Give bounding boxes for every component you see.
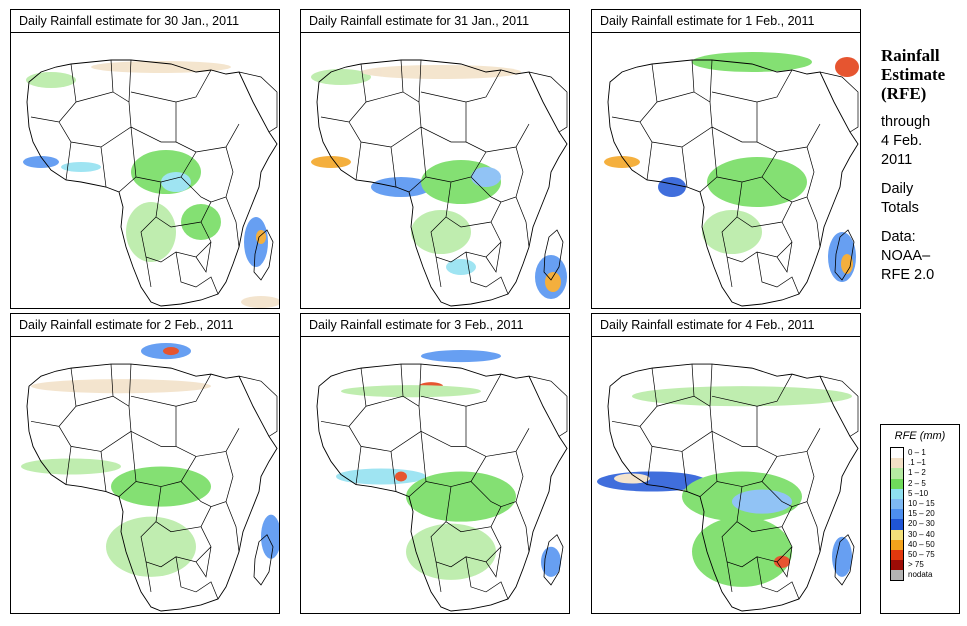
sidebar-date-line2: 2011 [881,152,913,168]
legend-entry: 1 – 2 [890,468,926,479]
legend-label: 5 –10 [908,488,929,498]
panel-title: Daily Rainfall estimate for 3 Feb., 2011 [301,314,569,337]
sidebar-date-line1: 4 Feb. [881,133,923,149]
map-area [592,32,860,308]
sidebar-through-label: through [881,114,931,130]
legend-label: 50 – 75 [908,549,935,559]
legend-entry: 2 – 5 [890,478,926,489]
panel-title: Daily Rainfall estimate for 1 Feb., 2011 [592,10,860,33]
africa-map [597,363,859,612]
legend-entry: 30 – 40 [890,529,935,540]
panel-title: Daily Rainfall estimate for 2 Feb., 2011 [11,314,279,337]
legend-label: nodata [908,570,933,580]
map-area [11,32,279,308]
rainfall-map-panel-4-feb: Daily Rainfall estimate for 4 Feb., 2011 [591,313,861,614]
legend-swatch [890,448,904,459]
legend-swatch [890,539,904,550]
rainfall-map-panel-30-jan: Daily Rainfall estimate for 30 Jan., 201… [10,9,280,309]
legend-entry: nodata [890,570,932,581]
legend-entry: 50 – 75 [890,549,935,561]
legend-entry: 20 – 30 [890,519,935,530]
sidebar-source-line1: NOAA– [881,248,931,264]
legend-label: 20 – 30 [908,519,935,529]
rfe-info-sidebar: Rainfall Estimate (RFE) through 4 Feb. 2… [881,46,965,285]
legend-swatch [890,529,904,540]
panel-title: Daily Rainfall estimate for 30 Jan., 201… [11,10,279,33]
legend-label: 10 – 15 [908,498,935,508]
legend-entry: 10 – 15 [890,498,935,510]
sidebar-title-line2: Estimate [881,65,946,84]
legend-label: 0 – 1 [908,448,926,457]
map-area [301,336,569,613]
legend-label: 40 – 50 [908,539,935,549]
map-area [592,336,860,613]
africa-map [23,59,279,308]
legend-entry: 15 – 20 [890,509,935,520]
legend-entry: 0 – 1 [890,448,926,459]
legend-swatch [890,560,904,571]
legend-label: 30 – 40 [908,529,935,539]
legend-entry: .1 –1 [890,458,926,469]
legend-swatch [890,549,904,561]
africa-map [604,52,859,307]
rainfall-map-panel-3-feb: Daily Rainfall estimate for 3 Feb., 2011 [300,313,570,614]
sidebar-title-line1: Rainfall [881,46,940,65]
legend-swatch [890,478,904,489]
legend-swatch [890,468,904,479]
legend-label: > 75 [908,560,924,570]
sidebar-title-line3: (RFE) [881,84,927,103]
africa-map [316,350,568,612]
legend-title: RFE (mm) [894,430,946,442]
sidebar-data-label: Data: [881,229,916,245]
map-area [11,336,279,613]
rainfall-map-panel-31-jan: Daily Rainfall estimate for 31 Jan., 201… [300,9,570,309]
legend-swatch [890,570,904,581]
legend-swatch [890,488,904,499]
legend-entry: > 75 [890,560,924,571]
legend-entry: 5 –10 [890,488,928,499]
legend-swatch [890,509,904,520]
legend-label: 1 – 2 [908,468,926,478]
legend-swatch [890,458,904,469]
sidebar-source-line2: RFE 2.0 [881,267,935,283]
rainfall-map-panel-2-feb: Daily Rainfall estimate for 2 Feb., 2011 [10,313,280,614]
africa-map [21,343,279,612]
sidebar-daily-line1: Daily [881,181,914,197]
legend-swatch [890,519,904,530]
legend-entry: 40 – 50 [890,539,935,550]
legend-label: 15 – 20 [908,509,935,519]
legend-label: .1 –1 [908,458,926,468]
legend-swatch [890,498,904,510]
map-area [301,32,569,308]
legend-label: 2 – 5 [908,478,926,488]
panel-title: Daily Rainfall estimate for 4 Feb., 2011 [592,314,860,337]
panel-title: Daily Rainfall estimate for 31 Jan., 201… [301,10,569,33]
sidebar-daily-line2: Totals [881,200,919,216]
rainfall-map-panel-1-feb: Daily Rainfall estimate for 1 Feb., 2011 [591,9,861,309]
africa-map [311,59,568,307]
